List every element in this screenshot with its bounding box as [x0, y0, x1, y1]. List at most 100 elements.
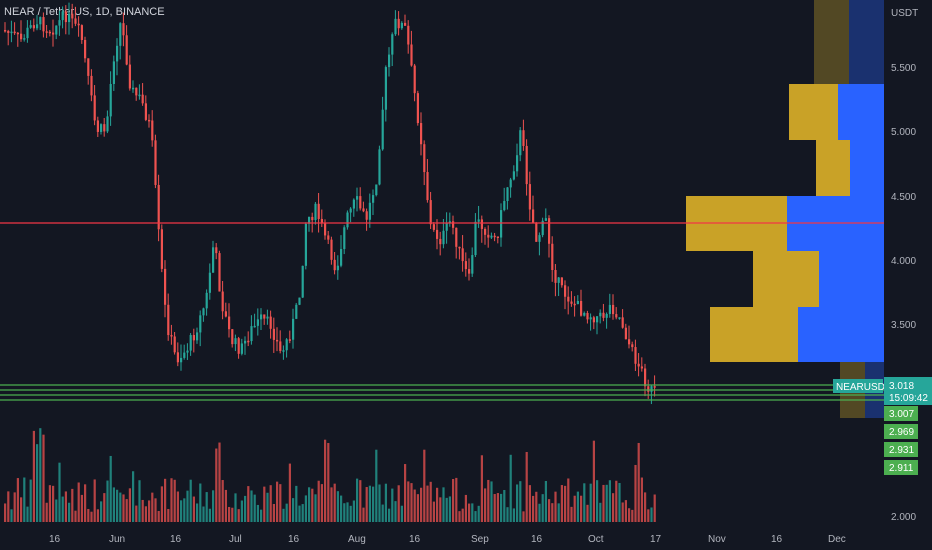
time-axis[interactable]: 16 Jun 16 Jul 16 Aug 16 Sep 16 Oct 17 No…	[49, 534, 846, 545]
volume-bar	[336, 491, 339, 522]
candle-body	[52, 32, 55, 35]
candle-body	[461, 248, 464, 262]
volume-bar	[548, 499, 551, 522]
candle-body	[112, 61, 115, 84]
volume-bar	[192, 496, 195, 522]
candle-body	[218, 253, 221, 292]
volume-bar	[231, 507, 234, 522]
volume-bar	[410, 483, 413, 522]
level-badge-bg	[884, 406, 918, 421]
volume-bar	[58, 462, 61, 522]
price-axis[interactable]: USDT 5.500 5.000 4.500 4.000 3.500 2.000	[891, 8, 918, 523]
candle-body	[583, 312, 586, 316]
candle-body	[404, 22, 407, 26]
volume-bar	[394, 501, 397, 522]
volume-bar	[109, 455, 112, 522]
volume-bar	[128, 488, 131, 522]
volume-bar	[125, 499, 128, 522]
level-badges[interactable]: 3.007 2.969 2.931 2.911	[884, 406, 918, 475]
candle-body	[496, 236, 499, 239]
volume-bar	[215, 448, 218, 522]
volume-bar	[349, 505, 352, 522]
profile-sell-block	[819, 251, 884, 307]
time-tick: 16	[288, 534, 300, 545]
candle-body	[196, 332, 199, 341]
volume-bar	[253, 494, 256, 522]
volume-bar	[445, 497, 448, 522]
volume-bar	[557, 503, 560, 522]
volume-bar	[528, 485, 531, 522]
volume-bar	[509, 454, 512, 522]
volume-bar	[276, 481, 279, 522]
candle-body	[407, 25, 410, 45]
volume-bar	[87, 508, 90, 522]
volume-bar	[500, 493, 503, 522]
volume-bar	[464, 494, 467, 522]
volume-bar	[519, 481, 522, 522]
volume-bar	[45, 502, 48, 522]
volume-bar	[320, 484, 323, 522]
candle-body	[109, 83, 112, 117]
candle-body	[199, 315, 202, 333]
candle-body	[314, 203, 317, 221]
volume-bar	[471, 503, 474, 522]
candle-body	[119, 23, 122, 46]
time-tick: 16	[49, 534, 61, 545]
candle-body	[240, 343, 243, 354]
candle-body	[397, 18, 400, 29]
volume-bar	[269, 485, 272, 522]
volume-bar	[119, 492, 122, 522]
candle-body	[333, 259, 336, 271]
volume-bar	[138, 480, 141, 522]
candle-body	[292, 318, 295, 340]
candle-body	[624, 327, 627, 340]
candle-body	[423, 144, 426, 173]
volume-bar	[612, 493, 615, 522]
volume-bar	[621, 502, 624, 522]
candle-body	[576, 300, 579, 305]
volume-bar	[26, 506, 29, 522]
candle-body	[346, 212, 349, 228]
candle-body	[285, 339, 288, 351]
volume-bar	[592, 440, 595, 522]
symbol-title: NEAR / TetherUS, 1D, BINANCE	[4, 6, 165, 18]
volume-bar	[90, 511, 93, 522]
volume-bar	[468, 503, 471, 522]
volume-bar	[340, 495, 343, 522]
volume-bar	[228, 506, 231, 522]
candle-body	[247, 340, 250, 343]
volume-bar	[608, 480, 611, 522]
candle-body	[58, 20, 61, 26]
volume-bar	[480, 455, 483, 522]
candle-body	[468, 269, 471, 274]
candle-body	[512, 171, 515, 180]
price-tick: 4.000	[891, 256, 916, 267]
candle-body	[644, 368, 647, 387]
candle-body	[535, 222, 538, 242]
volume-bar	[256, 504, 259, 522]
candle-body	[372, 195, 375, 203]
time-tick: 17	[650, 534, 662, 545]
candle-body	[548, 218, 551, 244]
volume-bar	[541, 494, 544, 522]
candle-body	[215, 247, 218, 254]
candle-body	[29, 25, 32, 28]
candle-body	[365, 211, 368, 220]
last-price-marker[interactable]: NEARUSDT 3.018 15:09:42	[833, 377, 932, 405]
candle-body	[509, 179, 512, 188]
time-tick: Jul	[229, 534, 242, 545]
volume-bar	[84, 484, 87, 522]
candle-body	[420, 123, 423, 145]
volume-bar	[224, 489, 227, 522]
candle-body	[640, 366, 643, 369]
candle-body	[317, 203, 320, 219]
candle-body	[394, 18, 397, 35]
volume-bar	[308, 487, 311, 522]
volume-bar	[151, 492, 154, 522]
candle-body	[580, 300, 583, 316]
volume-bar	[343, 503, 346, 522]
volume-bar	[199, 483, 202, 522]
candle-body	[272, 328, 275, 340]
candle-body	[212, 247, 215, 273]
